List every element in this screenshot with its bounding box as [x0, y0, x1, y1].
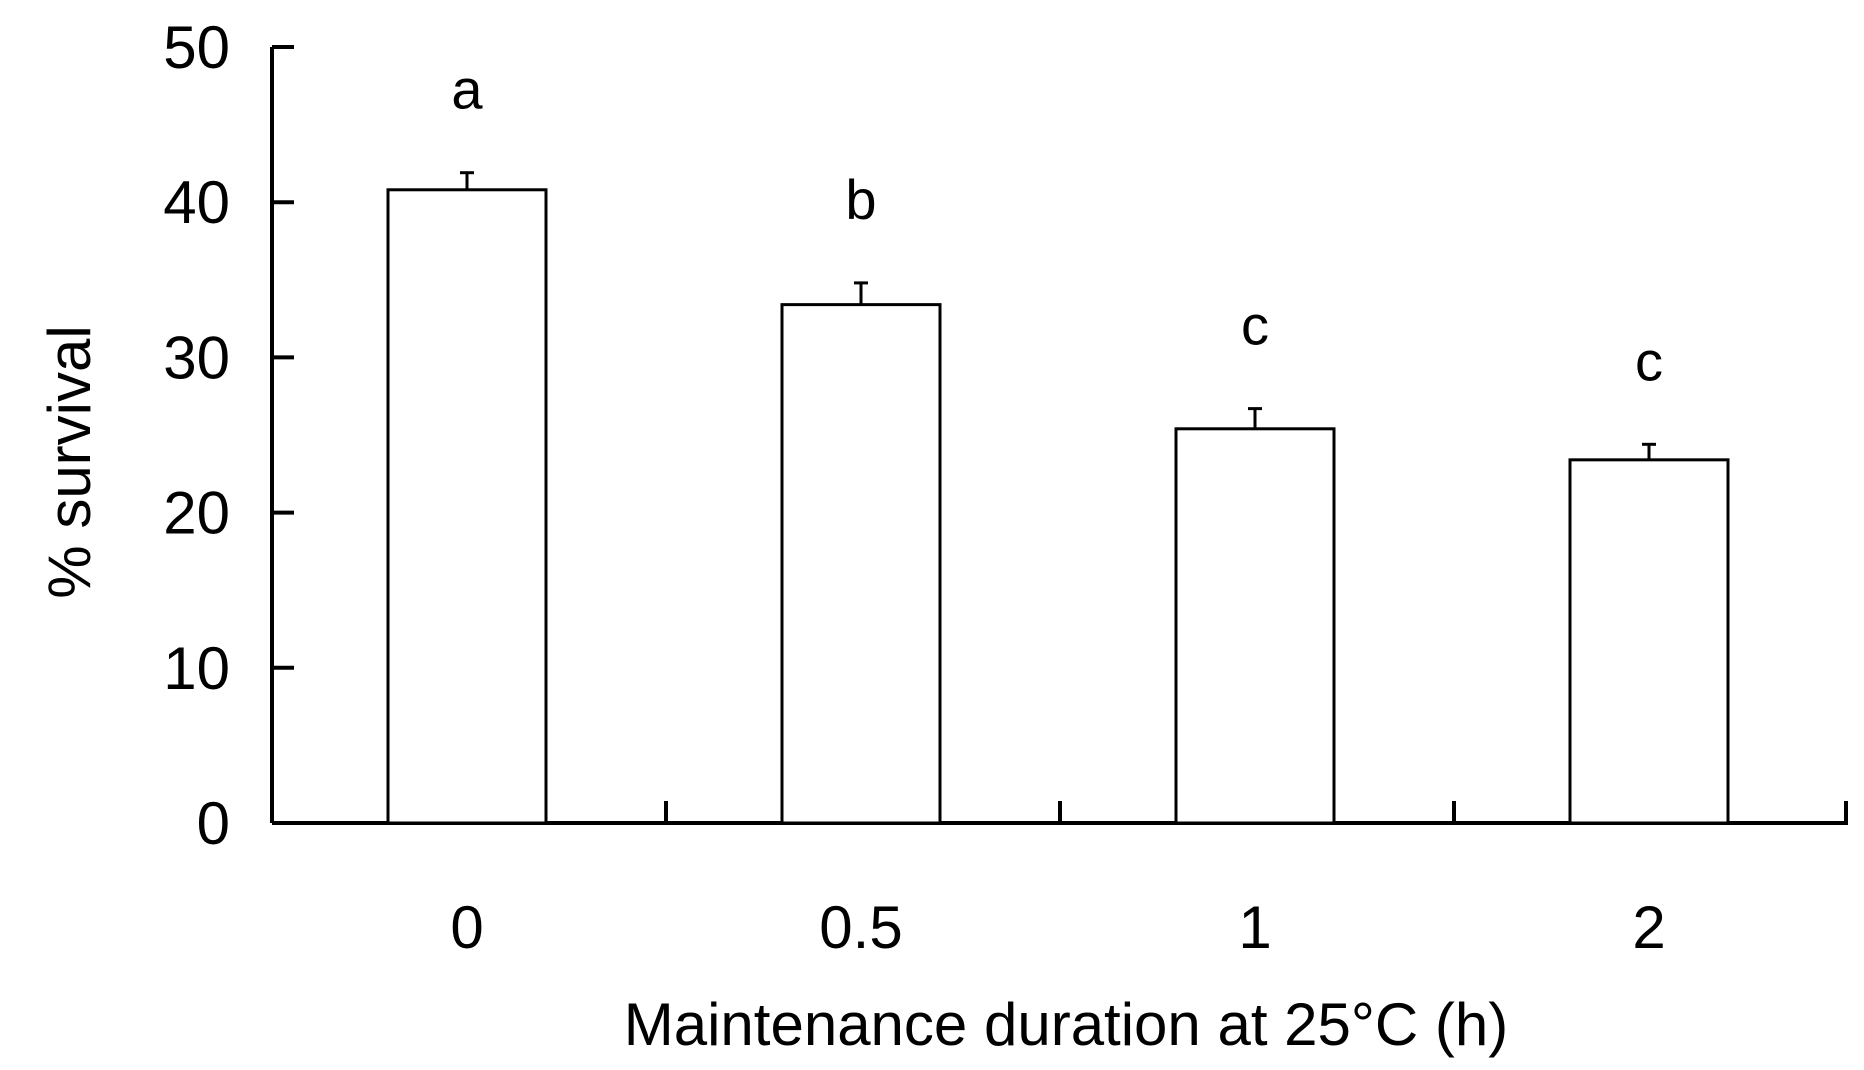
y-tick-label: 0	[197, 790, 230, 857]
x-axis-title: Maintenance duration at 25°C (h)	[624, 991, 1509, 1058]
y-tick-label: 40	[163, 169, 230, 236]
bar	[1568, 458, 1730, 825]
significance-letter: c	[1241, 294, 1269, 357]
y-tick-label: 30	[163, 324, 230, 391]
x-tick-label: 2	[1632, 894, 1665, 961]
x-axis: 0 0.5 1 2	[272, 801, 1848, 961]
y-axis-title: % survival	[36, 325, 103, 598]
y-tick-label: 20	[163, 480, 230, 547]
significance-letter: b	[845, 168, 876, 231]
y-tick-label: 50	[163, 14, 230, 81]
error-bars	[460, 171, 1656, 460]
significance-letter: c	[1635, 329, 1663, 392]
y-axis: 0 10 20 30 40 50	[163, 14, 294, 857]
x-tick-label: 0.5	[819, 894, 902, 961]
bars	[386, 188, 1730, 825]
x-tick-label: 1	[1238, 894, 1271, 961]
x-tick-label: 0	[450, 894, 483, 961]
bar	[386, 188, 548, 825]
bar	[780, 303, 942, 825]
significance-letter: a	[451, 58, 483, 121]
significance-letters: a b c c	[451, 58, 1663, 393]
bar	[1174, 427, 1336, 825]
y-tick-label: 10	[163, 635, 230, 702]
